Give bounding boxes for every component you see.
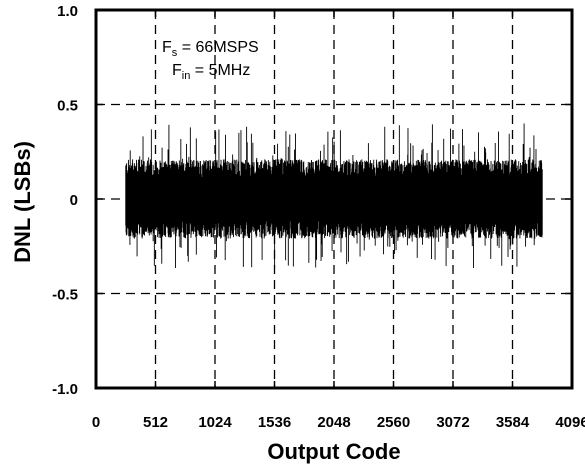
- x-tick-label: 0: [92, 414, 100, 431]
- x-tick-label: 3072: [436, 414, 469, 431]
- x-axis-ticks: 0 512 1024 1536 2048 2560 3072 3584 4096: [92, 10, 585, 431]
- annotation-line-2: Fin = 5MHz: [172, 62, 250, 82]
- y-tick-label: -0.5: [52, 287, 78, 304]
- y-axis-ticks: 1.0 0.5 0 -0.5 -1.0: [52, 3, 572, 398]
- x-tick-label: 3584: [496, 414, 530, 431]
- x-tick-label: 4096: [555, 414, 585, 431]
- y-tick-label: 0.5: [57, 98, 78, 115]
- y-tick-label: 0: [70, 192, 78, 209]
- annotation: Fs = 66MSPS Fin = 5MHz: [162, 39, 259, 82]
- x-tick-label: 1024: [198, 414, 232, 431]
- dnl-core-band: [125, 180, 543, 218]
- annotation-line-1: Fs = 66MSPS: [162, 39, 259, 59]
- x-tick-label: 2560: [377, 414, 410, 431]
- y-tick-label: -1.0: [52, 381, 78, 398]
- x-tick-label: 512: [143, 414, 168, 431]
- x-axis-title: Output Code: [267, 439, 400, 464]
- y-tick-label: 1.0: [57, 3, 78, 20]
- x-tick-label: 2048: [317, 414, 350, 431]
- dnl-series: [125, 123, 543, 269]
- x-tick-label: 1536: [258, 414, 291, 431]
- y-axis-title: DNL (LSBs): [10, 141, 35, 263]
